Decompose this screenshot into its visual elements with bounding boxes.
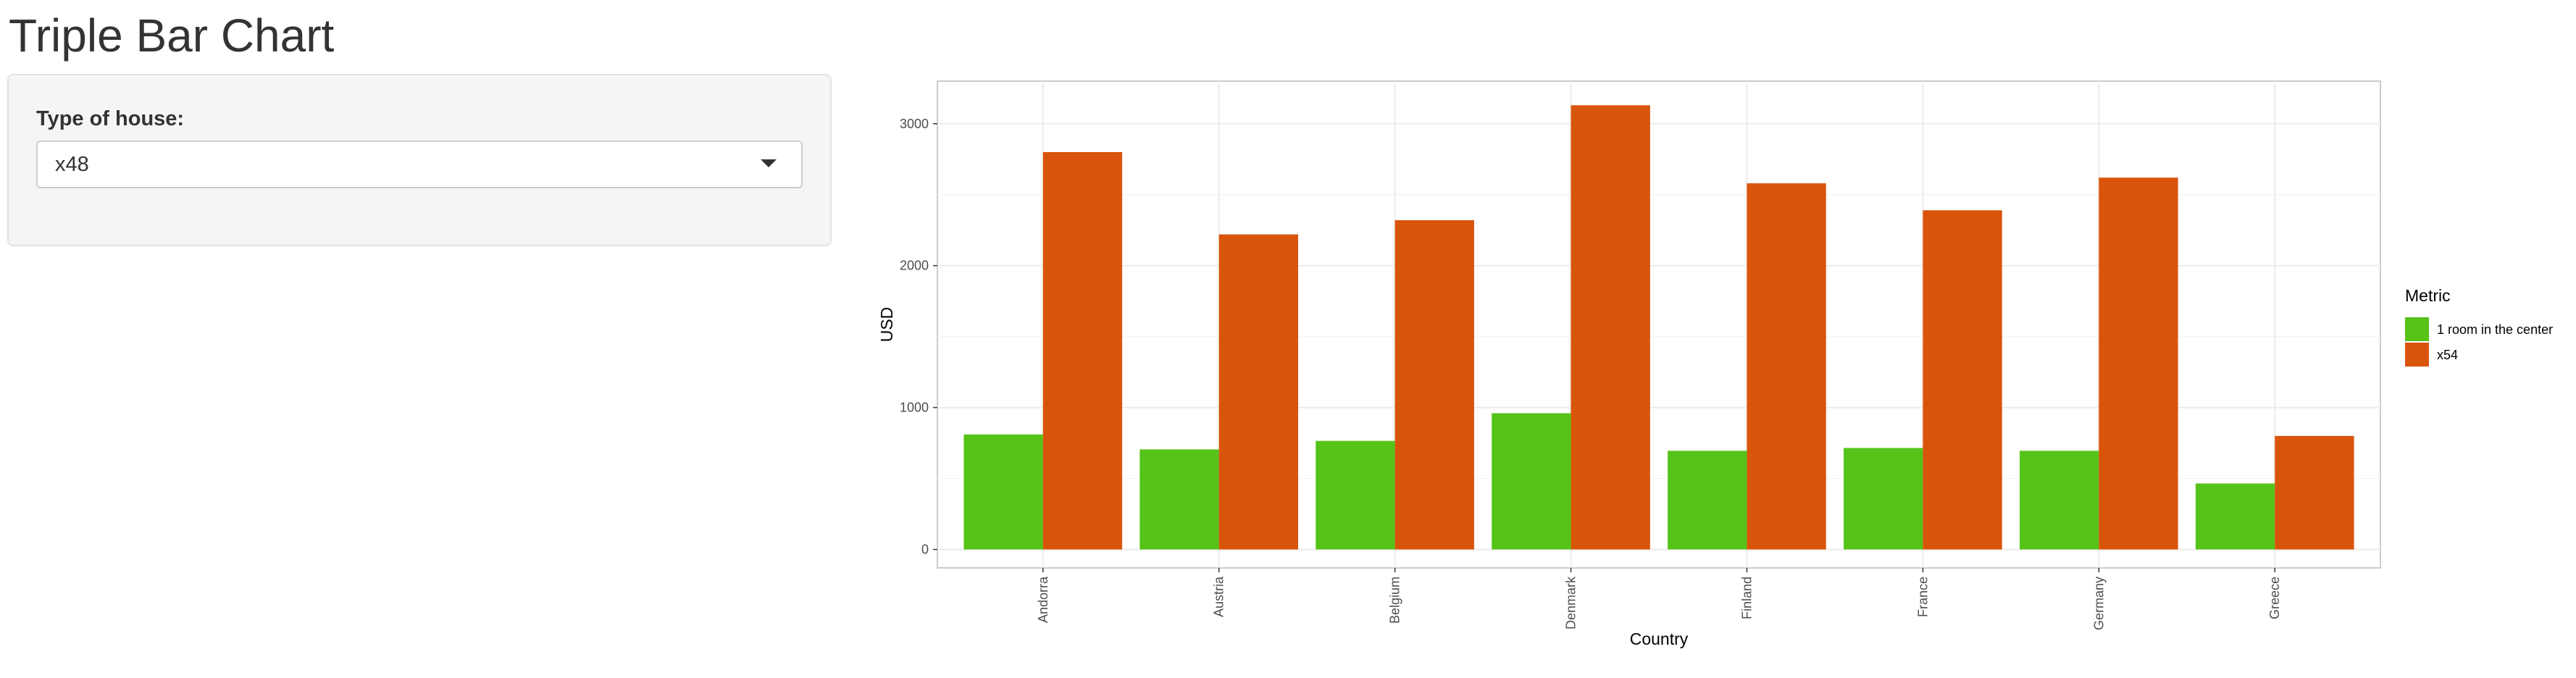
x-axis-ticks: Andorra Austria Belgium Denmark Finland Franc… <box>1036 568 2282 630</box>
bar-finland-series-2 <box>1747 183 1826 550</box>
bar-france-series-2 <box>1923 210 2002 550</box>
x-axis-title: Country <box>1630 629 1689 648</box>
legend-label-1: 1 room in the center <box>2437 322 2553 337</box>
bar-denmark-series-1 <box>1492 413 1571 550</box>
x-tick-label-germany: Germany <box>2091 577 2106 630</box>
bar-denmark-series-2 <box>1571 105 1650 550</box>
bar-belgium-series-2 <box>1394 220 1474 550</box>
legend-swatch-2 <box>2405 343 2429 367</box>
y-axis-title: USD <box>877 307 896 343</box>
bar-austria-series-2 <box>1218 234 1298 550</box>
x-tick-label-austria: Austria <box>1212 576 1226 617</box>
bar-greece-series-2 <box>2275 435 2354 550</box>
page-title: Triple Bar Chart <box>9 9 335 62</box>
sidebar-panel: Type of house: x48 <box>7 74 832 246</box>
bar-belgium-series-1 <box>1316 440 1395 550</box>
y-tick-label: 3000 <box>900 117 929 131</box>
house-type-select-value: x48 <box>55 153 89 176</box>
legend: Metric 1 room in the center x54 <box>2405 286 2553 367</box>
bars <box>963 105 2354 550</box>
legend-label-2: x54 <box>2437 348 2458 362</box>
y-axis-ticks: 0 1000 2000 3000 <box>900 117 937 557</box>
bar-germany-series-2 <box>2099 177 2178 550</box>
bar-france-series-1 <box>1844 448 1923 550</box>
bar-greece-series-1 <box>2195 483 2275 550</box>
x-tick-label-belgium: Belgium <box>1388 577 1402 624</box>
x-tick-label-andorra: Andorra <box>1036 576 1050 623</box>
y-tick-label: 2000 <box>900 259 929 273</box>
house-type-select[interactable]: x48 <box>36 141 803 188</box>
y-tick-label: 1000 <box>900 401 929 415</box>
bar-austria-series-1 <box>1139 449 1219 550</box>
bar-germany-series-1 <box>2020 451 2099 550</box>
bar-andorra-series-2 <box>1042 151 1123 550</box>
bar-andorra-series-1 <box>963 434 1043 550</box>
bar-chart: 0 1000 2000 3000 Andorra Austria Belgium Denma… <box>877 80 2553 648</box>
legend-swatch-1 <box>2405 317 2429 341</box>
x-tick-label-denmark: Denmark <box>1564 576 1578 629</box>
y-tick-label: 0 <box>921 543 929 557</box>
legend-title: Metric <box>2405 286 2451 305</box>
bar-finland-series-1 <box>1668 451 1747 550</box>
chevron-down-icon[interactable] <box>761 159 777 167</box>
x-tick-label-finland: Finland <box>1739 577 1754 619</box>
x-tick-label-france: France <box>1915 577 1930 617</box>
x-tick-label-greece: Greece <box>2267 577 2282 619</box>
house-type-label: Type of house: <box>36 107 185 130</box>
